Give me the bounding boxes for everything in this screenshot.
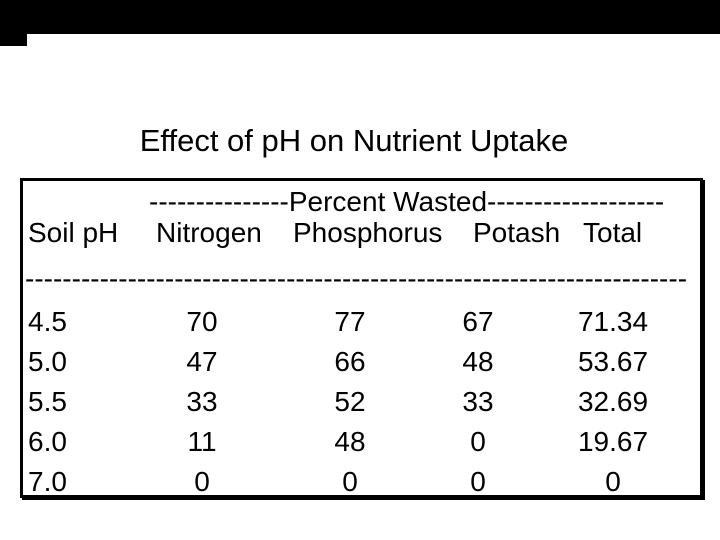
- table-cell: 0: [605, 466, 621, 497]
- nutrient-table: ---------------Percent Wasted-----------…: [20, 178, 703, 498]
- column-header-soil-ph: Soil pH: [28, 217, 119, 248]
- table-cell: 32.69: [577, 386, 649, 417]
- table-cell: 6.0: [28, 426, 67, 457]
- table-cell: 33: [462, 386, 494, 417]
- table-row: 5.5 33 52 33 32.69: [23, 388, 700, 418]
- top-black-bar: [0, 0, 720, 34]
- table-row: 4.5 70 77 67 71.34: [23, 308, 700, 338]
- table-cell: 71.34: [577, 306, 649, 337]
- table-cell: 0: [342, 466, 358, 497]
- table-cell: 7.0: [28, 466, 67, 497]
- table-cell: 5.5: [28, 386, 67, 417]
- slide-title: Effect of pH on Nutrient Uptake: [139, 123, 569, 158]
- column-header-total: Total: [583, 217, 643, 248]
- table-cell: 11: [187, 426, 217, 457]
- table-cell: 48: [334, 426, 366, 457]
- table-cell: 53.67: [577, 346, 649, 377]
- table-row: 7.0 0 0 0 0: [23, 466, 700, 497]
- table-cell: 4.5: [28, 306, 67, 337]
- table-cell: 70: [186, 306, 218, 337]
- table-row: 6.0 11 48 0 19.67: [23, 428, 700, 458]
- dashed-separator: ----------------------------------------…: [25, 263, 688, 294]
- table-cell: 67: [462, 306, 494, 337]
- column-header-potash: Potash: [473, 217, 561, 248]
- percent-wasted-header: ---------------Percent Wasted-----------…: [149, 186, 665, 217]
- table-cell: 19.67: [577, 426, 649, 457]
- column-header-nitrogen: Nitrogen: [156, 217, 262, 248]
- table-cell: 5.0: [28, 346, 67, 377]
- table-cell: 33: [186, 386, 218, 417]
- left-black-bar: [0, 0, 27, 46]
- table-cell: 47: [186, 346, 218, 377]
- column-header-row: Soil pH Nitrogen Phosphorus Potash Total: [23, 219, 700, 249]
- table-cell: 0: [470, 426, 486, 457]
- table-cell: 0: [194, 466, 210, 497]
- table-cell: 48: [462, 346, 494, 377]
- table-cell: 0: [470, 466, 486, 497]
- table-cell: 66: [334, 346, 366, 377]
- table-row: 5.0 47 66 48 53.67: [23, 348, 700, 378]
- table-cell: 52: [334, 386, 366, 417]
- table-cell: 77: [334, 306, 366, 337]
- column-header-phosphorus: Phosphorus: [293, 217, 443, 248]
